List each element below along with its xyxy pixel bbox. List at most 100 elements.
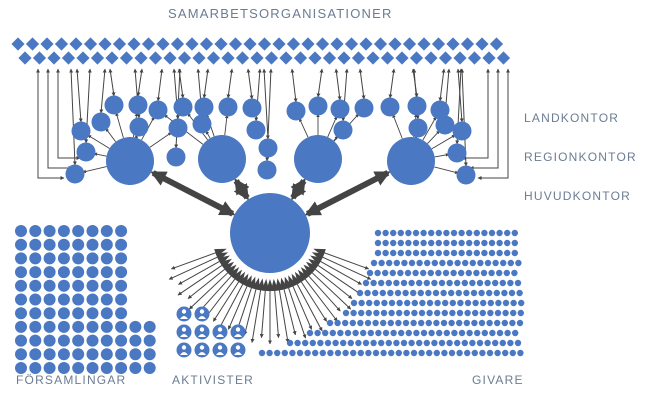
country-office-circle [334, 121, 353, 140]
partner-diamond [33, 51, 46, 64]
congregation-dot [144, 335, 156, 347]
donor-dot [512, 250, 518, 256]
donor-dot [504, 270, 510, 276]
partner-diamond [287, 37, 300, 50]
donor-dot [412, 300, 418, 306]
donor-dot [425, 290, 431, 296]
country-office-circle [259, 139, 278, 158]
activist-circle [213, 325, 228, 340]
partner-diamond [69, 37, 82, 50]
country-office-circle [243, 99, 262, 118]
connector-arrow [225, 115, 227, 135]
donor-dot [511, 270, 517, 276]
congregation-dot [58, 348, 70, 360]
donor-dot [426, 320, 432, 326]
partner-diamond [417, 37, 430, 50]
donor-dot [454, 260, 460, 266]
donor-dot [348, 340, 354, 346]
donor-dot [375, 230, 381, 236]
donor-dot [487, 310, 493, 316]
congregation-dot [58, 225, 70, 237]
donor-dot [363, 340, 369, 346]
activist-circle [231, 325, 246, 340]
donor-dot [382, 270, 388, 276]
connector-arrow [435, 154, 449, 157]
donor-dot [496, 230, 502, 236]
donor-dot [412, 270, 418, 276]
congregation-dot [44, 321, 56, 333]
congregation-dot [72, 294, 84, 306]
donor-dot [464, 310, 470, 316]
partner-diamond [352, 51, 365, 64]
partner-diamond [410, 51, 423, 64]
partner-diamond [446, 37, 459, 50]
donor-dot [458, 270, 464, 276]
congregation-dot [58, 335, 70, 347]
connector-arrow [318, 69, 322, 97]
congregation-dot [44, 239, 56, 251]
donor-dot [390, 240, 396, 246]
partner-diamond [62, 51, 75, 64]
country-office-circle [355, 99, 374, 118]
donor-dot [504, 230, 510, 236]
partner-diamond [388, 37, 401, 50]
person-icon [200, 309, 204, 313]
donor-dot [327, 320, 333, 326]
person-icon [236, 345, 240, 349]
congregation-dot [15, 239, 27, 251]
partner-diamonds [11, 37, 510, 64]
connector-arrow [299, 118, 308, 137]
partner-diamond [381, 51, 394, 64]
donor-dot [512, 240, 518, 246]
donor-dot [459, 330, 465, 336]
donor-dot [454, 340, 460, 346]
donor-dot [446, 340, 452, 346]
congregation-dot [115, 225, 127, 237]
country-office-circle [193, 115, 212, 134]
donor-dot [462, 260, 468, 266]
donor-dot [503, 300, 509, 306]
connector-arrow [360, 69, 364, 99]
partner-diamond [98, 37, 111, 50]
congregation-dot [72, 239, 84, 251]
donor-dot [401, 340, 407, 346]
donor-dot [350, 310, 356, 316]
partner-diamond [316, 37, 329, 50]
country-office-circle [167, 148, 186, 167]
donor-dot [451, 240, 457, 246]
donor-dot [518, 300, 524, 306]
donor-dot [360, 330, 366, 336]
donor-dot [322, 330, 328, 336]
partner-diamond [113, 37, 126, 50]
congregation-dot [44, 252, 56, 264]
congregation-dot [87, 294, 99, 306]
connector-arrow [101, 69, 105, 113]
donor-dot [419, 310, 425, 316]
donor-dot [259, 350, 265, 356]
donor-dot [420, 240, 426, 246]
donor-dot [365, 350, 371, 356]
donor-dot [393, 340, 399, 346]
congregation-dot [72, 348, 84, 360]
congregation-dot [72, 321, 84, 333]
partner-diamond [171, 37, 184, 50]
donor-dot [405, 270, 411, 276]
congregation-dot [87, 348, 99, 360]
donor-dot [405, 240, 411, 246]
congregation-dot [87, 225, 99, 237]
hub-region-arrow [293, 181, 304, 198]
congregation-dot [144, 348, 156, 360]
donor-dot [287, 340, 293, 346]
donor-dot [427, 300, 433, 306]
donor-dot [431, 280, 437, 286]
donor-dot [449, 310, 455, 316]
donor-dot [342, 320, 348, 326]
donor-dot [474, 250, 480, 256]
donor-dot [388, 320, 394, 326]
donor-dot [502, 310, 508, 316]
congregation-dot [58, 266, 70, 278]
connector-arrow [462, 69, 488, 158]
donor-dot [450, 300, 456, 306]
donor-dot [472, 310, 478, 316]
donor-dot [487, 350, 493, 356]
